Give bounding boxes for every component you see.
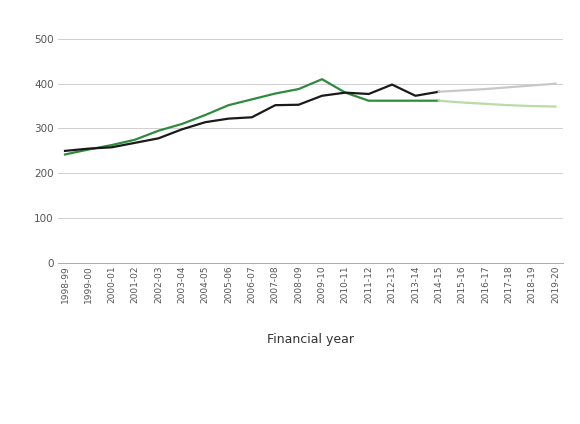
Line: DEL (forecasts): DEL (forecasts) bbox=[439, 101, 556, 106]
DEL (forecasts) bbox=[436, 98, 443, 103]
DEL (forecasts) bbox=[505, 103, 512, 108]
DEL (out-turns) bbox=[178, 121, 185, 126]
AME (out-turns) bbox=[178, 127, 185, 132]
DEL (out-turns) bbox=[225, 103, 232, 108]
DEL (out-turns) bbox=[85, 147, 92, 152]
DEL (forecasts) bbox=[459, 100, 466, 105]
DEL (out-turns) bbox=[248, 97, 255, 102]
AME (out-turns) bbox=[342, 90, 349, 95]
AME (forecasts) bbox=[436, 89, 443, 94]
AME (forecasts) bbox=[459, 88, 466, 93]
AME (out-turns) bbox=[61, 148, 68, 153]
AME (out-turns) bbox=[272, 103, 279, 108]
AME (out-turns) bbox=[202, 120, 209, 125]
AME (out-turns) bbox=[318, 93, 325, 98]
DEL (out-turns) bbox=[61, 152, 68, 157]
Line: AME (out-turns): AME (out-turns) bbox=[65, 84, 439, 151]
DEL (out-turns) bbox=[389, 98, 396, 103]
DEL (out-turns) bbox=[295, 86, 302, 92]
AME (out-turns) bbox=[436, 89, 443, 94]
DEL (forecasts) bbox=[482, 101, 489, 106]
AME (out-turns) bbox=[389, 82, 396, 87]
DEL (out-turns) bbox=[132, 137, 139, 142]
AME (out-turns) bbox=[155, 136, 162, 141]
Line: AME (forecasts): AME (forecasts) bbox=[439, 84, 556, 92]
AME (forecasts) bbox=[482, 86, 489, 92]
DEL (out-turns) bbox=[318, 77, 325, 82]
AME (forecasts) bbox=[529, 83, 536, 88]
DEL (forecasts) bbox=[552, 104, 559, 109]
Line: DEL (out-turns): DEL (out-turns) bbox=[65, 79, 439, 154]
Text: Financial year: Financial year bbox=[267, 333, 354, 346]
AME (out-turns) bbox=[295, 102, 302, 107]
DEL (out-turns) bbox=[202, 112, 209, 117]
AME (out-turns) bbox=[248, 115, 255, 120]
DEL (out-turns) bbox=[155, 128, 162, 133]
DEL (out-turns) bbox=[342, 90, 349, 95]
DEL (out-turns) bbox=[272, 91, 279, 96]
AME (forecasts) bbox=[552, 81, 559, 86]
DEL (out-turns) bbox=[436, 98, 443, 103]
AME (forecasts) bbox=[505, 85, 512, 90]
DEL (forecasts) bbox=[529, 103, 536, 109]
AME (out-turns) bbox=[365, 92, 372, 97]
DEL (out-turns) bbox=[108, 142, 115, 148]
AME (out-turns) bbox=[132, 140, 139, 145]
AME (out-turns) bbox=[85, 146, 92, 151]
AME (out-turns) bbox=[412, 93, 419, 98]
AME (out-turns) bbox=[108, 145, 115, 150]
DEL (out-turns) bbox=[412, 98, 419, 103]
DEL (out-turns) bbox=[365, 98, 372, 103]
AME (out-turns) bbox=[225, 116, 232, 121]
